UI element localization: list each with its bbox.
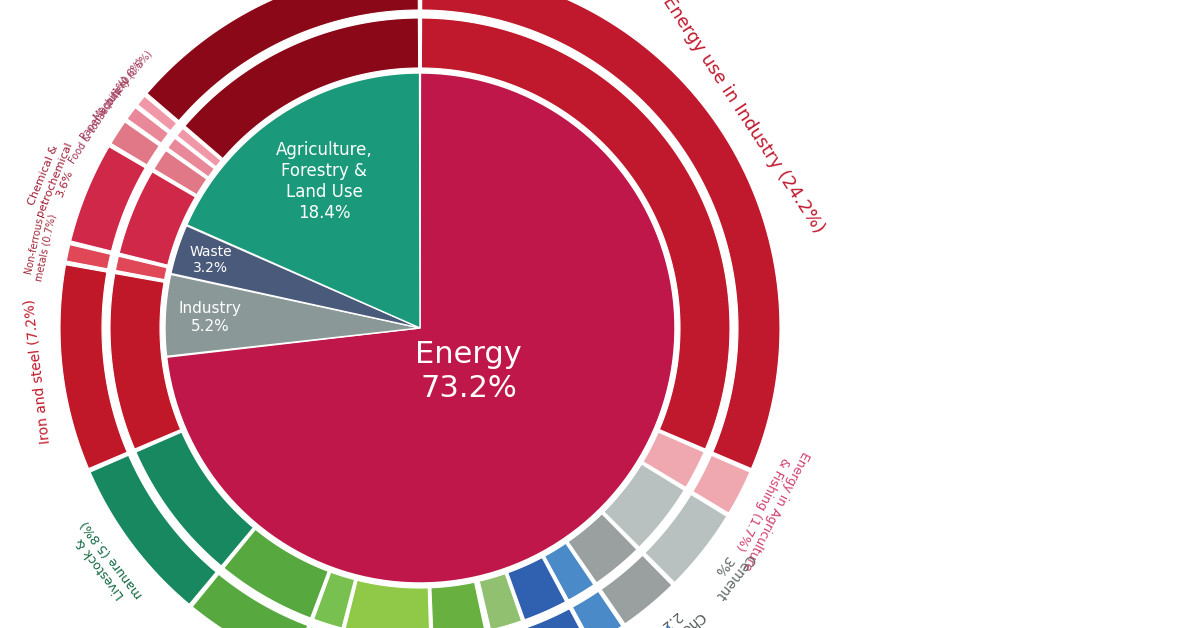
Polygon shape	[136, 432, 253, 566]
Polygon shape	[421, 0, 780, 468]
Polygon shape	[224, 529, 329, 618]
Polygon shape	[644, 494, 727, 583]
Polygon shape	[167, 73, 674, 583]
Polygon shape	[313, 572, 354, 628]
Text: Chemicals
2.2%: Chemicals 2.2%	[634, 597, 708, 628]
Polygon shape	[119, 172, 196, 265]
Polygon shape	[166, 274, 420, 356]
Polygon shape	[154, 151, 206, 195]
Polygon shape	[572, 592, 622, 628]
Text: Livestock &
manure (5.8%): Livestock & manure (5.8%)	[67, 517, 145, 609]
Polygon shape	[431, 582, 485, 628]
Text: Waste
3.2%: Waste 3.2%	[190, 245, 232, 275]
Polygon shape	[110, 122, 160, 165]
Polygon shape	[568, 514, 637, 583]
Polygon shape	[508, 558, 565, 620]
Text: Non-ferrous
metals (0.7%): Non-ferrous metals (0.7%)	[22, 211, 58, 283]
Polygon shape	[692, 455, 750, 513]
Polygon shape	[192, 574, 307, 628]
Text: Wastewater (1.3%): Wastewater (1.3%)	[565, 620, 674, 628]
Polygon shape	[527, 609, 589, 628]
Text: Cement
3%: Cement 3%	[700, 541, 757, 602]
Polygon shape	[187, 73, 420, 328]
Polygon shape	[346, 580, 430, 628]
Polygon shape	[146, 0, 419, 121]
Polygon shape	[296, 627, 340, 628]
Polygon shape	[176, 128, 221, 166]
Polygon shape	[168, 138, 215, 177]
Text: Food & tobacco (1%): Food & tobacco (1%)	[66, 75, 130, 165]
Polygon shape	[71, 147, 145, 251]
Polygon shape	[66, 245, 110, 269]
Text: Machinery (0.5%): Machinery (0.5%)	[92, 50, 155, 122]
Text: Chemical &
petrochemical
3.6%: Chemical & petrochemical 3.6%	[24, 136, 85, 222]
Polygon shape	[60, 265, 127, 468]
Polygon shape	[601, 555, 672, 624]
Text: Agriculture,
Forestry &
Land Use
18.4%: Agriculture, Forestry & Land Use 18.4%	[276, 141, 373, 222]
Polygon shape	[90, 455, 216, 604]
Polygon shape	[479, 573, 522, 628]
Polygon shape	[604, 464, 684, 547]
Polygon shape	[110, 274, 181, 449]
Polygon shape	[127, 107, 168, 143]
Text: Industry
5.2%: Industry 5.2%	[179, 301, 241, 333]
Polygon shape	[170, 225, 420, 328]
Text: Energy use in Industry (24.2%): Energy use in Industry (24.2%)	[659, 0, 828, 237]
Polygon shape	[545, 543, 594, 600]
Text: Paper & pulp (0.6%): Paper & pulp (0.6%)	[79, 57, 146, 142]
Polygon shape	[643, 432, 704, 487]
Text: Other industry
10.6%: Other industry 10.6%	[271, 0, 383, 1]
Polygon shape	[421, 18, 730, 449]
Text: Energy in Agriculture
& Fishing (1.7%): Energy in Agriculture & Fishing (1.7%)	[726, 443, 811, 573]
Polygon shape	[138, 96, 176, 131]
Text: Energy
73.2%: Energy 73.2%	[415, 340, 522, 403]
Polygon shape	[115, 256, 167, 279]
Text: Iron and steel (7.2%): Iron and steel (7.2%)	[23, 298, 53, 444]
Polygon shape	[185, 18, 419, 158]
